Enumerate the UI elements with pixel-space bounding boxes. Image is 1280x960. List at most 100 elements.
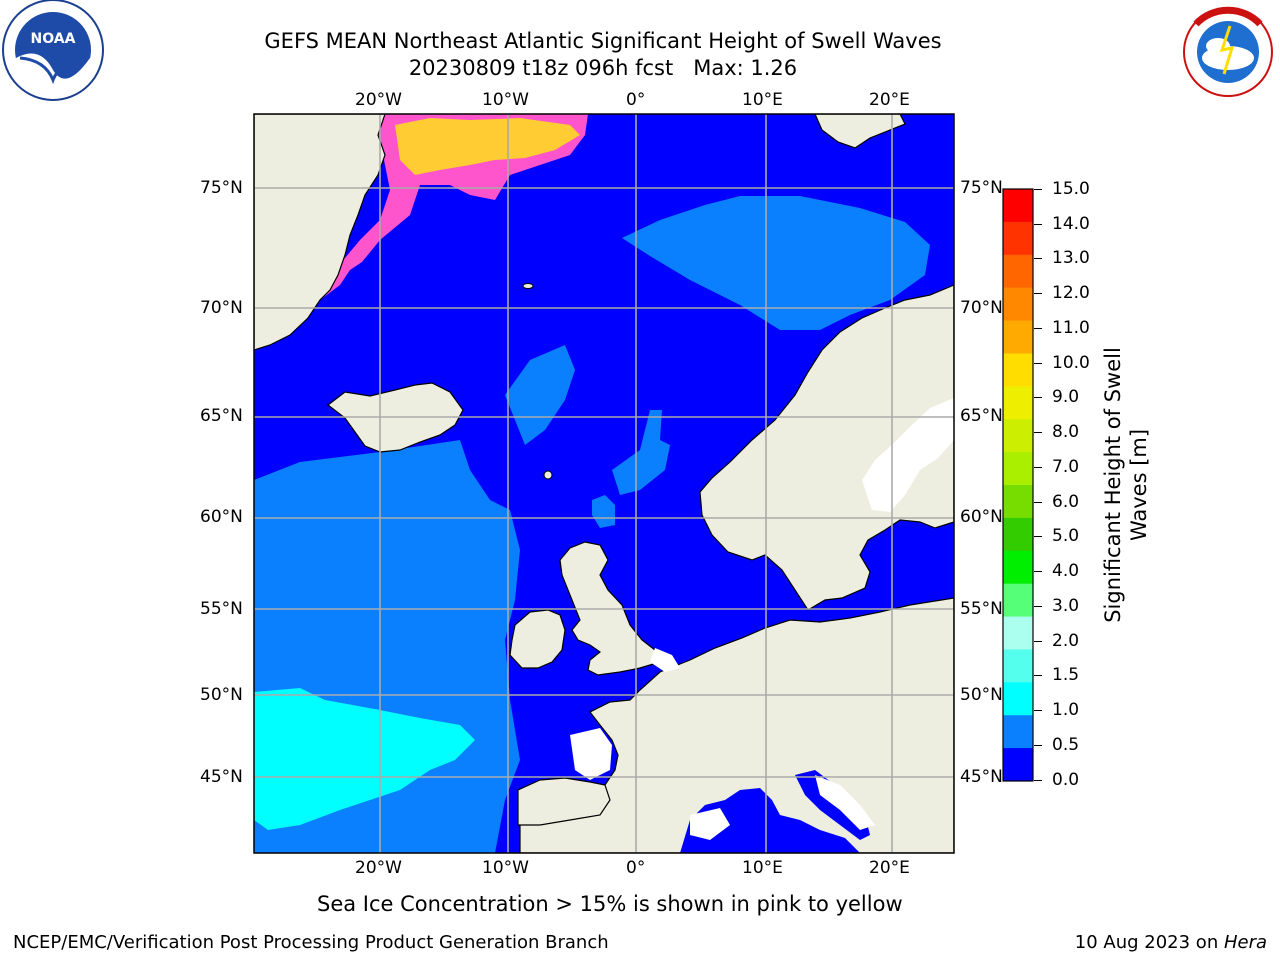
nws-logo: [1183, 6, 1273, 97]
land-ireland: [509, 609, 566, 669]
colorbar-tick-label: 14.0: [1052, 213, 1090, 234]
lat-label-right: 75°N: [960, 178, 1003, 198]
land-faroe-islands: [543, 470, 553, 480]
colorbar-tick-label: 9.0: [1052, 387, 1080, 408]
colorbar-tick-mark: [1034, 258, 1042, 260]
colorbar-cell: [1003, 550, 1033, 585]
adriatic-sea: [795, 770, 870, 840]
colorbar-tick-label: 13.0: [1052, 248, 1090, 269]
colorbar-tick-label: 12.0: [1052, 283, 1090, 304]
colorbar-cell: [1003, 583, 1033, 618]
land-scandinavia: [699, 284, 954, 611]
swell-0.5-1.0-region-norwegian-sea: [622, 196, 930, 330]
lon-label-bottom: 10°W: [482, 858, 529, 878]
colorbar-tick-mark: [1034, 675, 1042, 677]
colorbar-cell: [1003, 517, 1033, 552]
lon-label-top: 10°W: [482, 90, 529, 110]
colorbar-cell: [1003, 748, 1033, 782]
no-data-patch-med: [690, 808, 730, 840]
colorbar-tick-mark: [1034, 640, 1042, 642]
colorbar-tick-mark: [1034, 189, 1042, 190]
sea-ice-high-region: [395, 118, 580, 175]
land-iberia: [517, 777, 611, 826]
colorbar-tick-label: 15.0: [1052, 179, 1090, 199]
mediterranean-sea: [680, 788, 860, 853]
lon-label-bottom: 20°W: [355, 858, 402, 878]
graticule: [254, 114, 954, 853]
no-data-patch-biscay: [570, 728, 612, 780]
colorbar-cell: [1003, 189, 1033, 223]
colorbar-cell: [1003, 715, 1033, 749]
map-frame: [253, 113, 955, 854]
colorbar-cell: [1003, 452, 1033, 486]
footer-credit: NCEP/EMC/Verification Post Processing Pr…: [13, 932, 609, 953]
colorbar-tick-label: 2.0: [1052, 630, 1080, 651]
lon-label-bottom: 20°E: [869, 858, 910, 878]
lat-label-right: 50°N: [960, 685, 1003, 705]
colorbar-tick-mark: [1034, 327, 1042, 329]
chart-subtitle: 20230809 t18z 096h fcst Max: 1.26: [408, 56, 798, 80]
colorbar-cell: [1003, 649, 1033, 683]
colorbar-cell: [1003, 221, 1033, 256]
colorbar-tick-label: 1.5: [1052, 665, 1080, 686]
colorbar-cell: [1003, 386, 1033, 420]
colorbar-tick-mark: [1034, 605, 1042, 607]
colorbar-tick-mark: [1034, 362, 1042, 364]
colorbar-cell: [1003, 419, 1033, 453]
chart-title: GEFS MEAN Northeast Atlantic Significant…: [264, 29, 942, 53]
lat-label-right: 70°N: [960, 298, 1003, 318]
lon-label-top: 20°E: [869, 90, 910, 110]
footer-date: 10 Aug 2023 on Hera: [1075, 932, 1267, 954]
sea-ice-note: Sea Ice Concentration > 15% is shown in …: [317, 892, 903, 916]
lon-label-top: 20°W: [355, 90, 402, 110]
swell-1.0-1.5-region: [254, 688, 475, 830]
colorbar-cell: [1003, 353, 1033, 387]
lat-label-right: 65°N: [960, 406, 1003, 426]
colorbar-tick-label: 6.0: [1052, 491, 1080, 512]
colorbar-label-line2: Waves [m]: [1127, 428, 1151, 542]
no-data-patch-channel: [650, 648, 680, 672]
lat-label-left: 60°N: [200, 507, 243, 527]
colorbar-cell: [1003, 320, 1033, 354]
land-svalbard: [814, 114, 906, 149]
colorbar-tick-mark: [1034, 779, 1042, 781]
colorbar-tick-mark: [1034, 466, 1042, 468]
footer-host: Hera: [1223, 932, 1267, 953]
lon-label-top: 0°: [626, 90, 646, 110]
colorbar-tick-mark: [1034, 223, 1042, 225]
lat-label-left: 55°N: [200, 599, 243, 619]
sea-ice-region: [316, 114, 588, 300]
colorbar-cell: [1003, 616, 1033, 650]
no-data-patch-adriatic: [815, 775, 875, 830]
lon-label-bottom: 0°: [626, 858, 646, 878]
lat-label-right: 55°N: [960, 599, 1003, 619]
colorbar-cell: [1003, 287, 1033, 322]
swell-0.5-1.0-region-faroe: [612, 410, 670, 495]
colorbar-tick-label: 5.0: [1052, 526, 1080, 547]
colorbar-tick-label: 0.0: [1052, 769, 1080, 790]
colorbar: [1002, 188, 1034, 782]
colorbar-tick-label: 11.0: [1052, 317, 1090, 338]
colorbar-tick-mark: [1034, 710, 1042, 712]
lat-label-right: 45°N: [960, 767, 1003, 787]
land-jan-mayen: [522, 283, 534, 289]
lon-label-bottom: 10°E: [742, 858, 783, 878]
colorbar-tick-mark: [1034, 536, 1042, 538]
baltic-no-data: [862, 398, 954, 512]
noaa-logo: NOAA: [2, 0, 104, 101]
lon-label-top: 10°E: [742, 90, 783, 110]
colorbar-tick-label: 10.0: [1052, 352, 1090, 373]
colorbar-tick-mark: [1034, 397, 1042, 399]
colorbar-tick-mark: [1034, 293, 1042, 295]
colorbar-tick-mark: [1034, 432, 1042, 434]
colorbar-cell: [1003, 682, 1033, 716]
colorbar-tick-mark: [1034, 501, 1042, 503]
land-continental-europe: [519, 597, 954, 853]
colorbar-tick-label: 1.0: [1052, 700, 1080, 721]
lat-label-left: 45°N: [200, 767, 243, 787]
colorbar-tick-label: 7.0: [1052, 456, 1080, 477]
colorbar-cell: [1003, 485, 1033, 519]
lat-label-left: 65°N: [200, 406, 243, 426]
lat-label-left: 75°N: [200, 178, 243, 198]
colorbar-tick-label: 4.0: [1052, 561, 1080, 582]
